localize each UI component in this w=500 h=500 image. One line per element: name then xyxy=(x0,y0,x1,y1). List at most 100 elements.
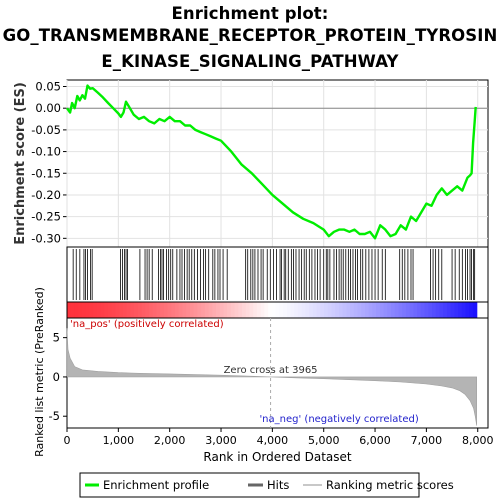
rank-color-segment xyxy=(346,302,351,318)
rank-color-segment xyxy=(428,302,433,318)
rank-color-segment xyxy=(316,302,321,318)
es-ylabel: Enrichment score (ES) xyxy=(13,82,28,245)
rank-color-segment xyxy=(67,302,72,318)
rank-color-segment xyxy=(446,302,452,318)
rank-color-segment xyxy=(297,302,303,318)
x-tick-label: 2,000 xyxy=(154,434,186,447)
negative-correlation-label: 'na_neg' (negatively correlated) xyxy=(259,414,418,425)
rank-color-segment xyxy=(167,302,172,318)
rank-color-segment xyxy=(171,302,176,318)
rank-color-segment xyxy=(420,302,426,318)
es-ytick-label: -0.20 xyxy=(31,188,61,202)
rank-metric-panel: 5 0 -5 Zero cross at 3965 'na_pos' (positive… xyxy=(33,287,489,457)
rank-color-segment xyxy=(327,302,333,318)
rank-color-segment xyxy=(178,302,184,318)
rank-color-segment xyxy=(439,302,444,318)
rank-color-segment xyxy=(119,302,124,318)
es-plot-frame xyxy=(66,79,489,248)
rank-color-segment xyxy=(320,302,325,318)
rank-color-segment xyxy=(394,302,400,318)
chart-title-line-3: E_KINASE_SIGNALING_PATHWAY xyxy=(101,52,399,71)
zero-cross-label: Zero cross at 3965 xyxy=(224,365,318,376)
rank-color-segment xyxy=(435,302,441,318)
rank-color-segment xyxy=(268,302,273,318)
rank-color-segment xyxy=(312,302,318,318)
rank-ytick-label: -5 xyxy=(49,409,60,423)
rank-color-segment xyxy=(160,302,165,318)
rank-color-segment xyxy=(96,302,102,318)
rank-color-segment xyxy=(275,302,280,318)
ranking-metric-area xyxy=(66,328,478,426)
rank-color-segment xyxy=(230,302,236,318)
rank-color-segment xyxy=(141,302,146,318)
x-tick-label: 6,000 xyxy=(359,434,391,447)
rank-color-segment xyxy=(424,302,429,318)
rank-color-segment xyxy=(383,302,388,318)
rank-color-segment xyxy=(122,302,128,318)
rank-color-segment xyxy=(201,302,206,318)
rank-color-segment xyxy=(353,302,359,318)
rank-color-segment xyxy=(432,302,437,318)
rank-color-segment xyxy=(227,302,232,318)
rank-color-segment xyxy=(458,302,463,318)
x-tick-label: 3,000 xyxy=(205,434,237,447)
rank-color-segment xyxy=(104,302,109,318)
x-axis-label: Rank in Ordered Dataset xyxy=(203,450,351,464)
rank-color-segment xyxy=(145,302,150,318)
x-axis: 0 1,000 2,000 3,000 4,000 5,000 6,000 7,000 8,00… xyxy=(64,428,494,464)
rank-color-segment xyxy=(301,302,306,318)
rank-color-segment xyxy=(361,302,366,318)
es-ytick-label: -0.05 xyxy=(31,123,61,137)
rank-color-segment xyxy=(81,302,87,318)
rank-color-segment xyxy=(335,302,340,318)
rank-color-segment xyxy=(286,302,292,318)
rank-color-segment xyxy=(290,302,295,318)
x-tick-label: 5,000 xyxy=(308,434,340,447)
rank-color-segment xyxy=(309,302,314,318)
rank-color-segment xyxy=(186,302,191,318)
enrichment-profile-line xyxy=(66,84,477,240)
rank-color-segment xyxy=(182,302,187,318)
es-ytick-label: -0.25 xyxy=(31,210,61,224)
rank-color-segment xyxy=(279,302,284,318)
rank-color-segment xyxy=(357,302,362,318)
rank-color-segment xyxy=(338,302,344,318)
x-tick-label: 8,000 xyxy=(462,434,494,447)
rank-ylabel: Ranked list metric (PreRanked) xyxy=(33,287,46,457)
rank-color-segment xyxy=(368,302,374,318)
x-tick-label: 4,000 xyxy=(257,434,289,447)
rank-color-segment xyxy=(215,302,221,318)
legend-label: Hits xyxy=(267,478,289,492)
rank-color-segment xyxy=(189,302,195,318)
rank-color-segment xyxy=(379,302,385,318)
rank-color-segment xyxy=(130,302,135,318)
hits-panel xyxy=(66,246,489,319)
rank-color-segment xyxy=(212,302,217,318)
rank-color-segment xyxy=(204,302,210,318)
rank-color-segment xyxy=(256,302,262,318)
rank-color-segment xyxy=(402,302,407,318)
rank-color-segment xyxy=(100,302,105,318)
rank-color-segment xyxy=(111,302,117,318)
rank-color-segment xyxy=(85,302,90,318)
rank-color-segment xyxy=(89,302,94,318)
es-ytick-label: 0.05 xyxy=(35,80,61,94)
rank-color-segment xyxy=(163,302,169,318)
es-ytick-label: 0.00 xyxy=(35,101,61,115)
rank-color-segment xyxy=(305,302,310,318)
rank-color-segment xyxy=(197,302,202,318)
rank-color-segment xyxy=(417,302,422,318)
rank-color-segment xyxy=(137,302,143,318)
rank-color-segment xyxy=(413,302,418,318)
rank-color-segment xyxy=(107,302,113,318)
rank-color-segment xyxy=(323,302,329,318)
es-ytick-label: -0.10 xyxy=(31,145,61,159)
rank-color-segment xyxy=(134,302,139,318)
rank-color-segment xyxy=(115,302,120,318)
x-tick-label: 1,000 xyxy=(103,434,135,447)
rank-color-segment xyxy=(450,302,455,318)
rank-color-segment xyxy=(223,302,228,318)
rank-color-segment xyxy=(264,302,269,318)
rank-color-segment xyxy=(398,302,403,318)
